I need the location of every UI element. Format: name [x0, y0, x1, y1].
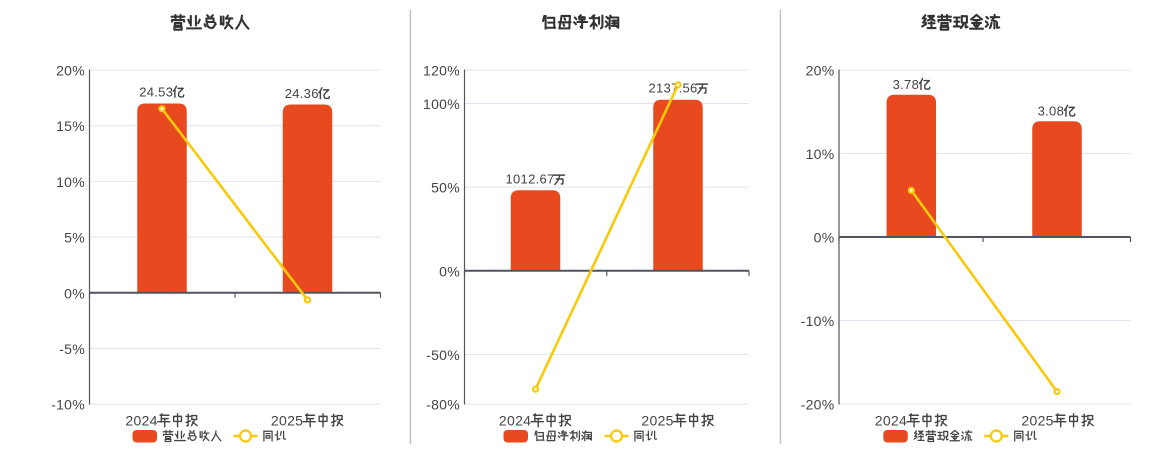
- svg-text:2025: 2025: [271, 412, 303, 428]
- svg-text:2024: 2024: [499, 412, 531, 428]
- svg-text:10%: 10%: [56, 174, 85, 190]
- svg-text:24.36: 24.36: [285, 86, 319, 101]
- svg-text:20%: 20%: [806, 63, 835, 79]
- svg-text:-10%: -10%: [51, 397, 85, 413]
- svg-text:15%: 15%: [56, 118, 85, 134]
- svg-text:120%: 120%: [423, 63, 460, 79]
- svg-text:2024: 2024: [875, 412, 907, 428]
- svg-text:-50%: -50%: [426, 347, 460, 363]
- svg-text:2025: 2025: [641, 412, 673, 428]
- svg-text:5%: 5%: [64, 230, 85, 246]
- svg-text:2024: 2024: [125, 412, 157, 428]
- svg-text:3.78: 3.78: [893, 77, 920, 92]
- svg-text:24.53: 24.53: [139, 85, 173, 100]
- svg-text:100%: 100%: [423, 96, 460, 112]
- svg-text:-80%: -80%: [426, 397, 460, 413]
- svg-text:-10%: -10%: [801, 313, 835, 329]
- svg-text:20%: 20%: [56, 63, 85, 79]
- svg-text:0%: 0%: [64, 285, 85, 301]
- svg-text:2137.56: 2137.56: [649, 81, 698, 96]
- svg-text:0%: 0%: [439, 263, 460, 279]
- svg-text:-5%: -5%: [59, 341, 85, 357]
- svg-text:10%: 10%: [806, 146, 835, 162]
- svg-text:3.08: 3.08: [1038, 104, 1065, 119]
- svg-text:1012.67: 1012.67: [506, 172, 555, 187]
- svg-text:-20%: -20%: [801, 397, 835, 413]
- svg-text:0%: 0%: [814, 230, 835, 246]
- svg-text:50%: 50%: [431, 180, 460, 196]
- svg-text:2025: 2025: [1021, 412, 1053, 428]
